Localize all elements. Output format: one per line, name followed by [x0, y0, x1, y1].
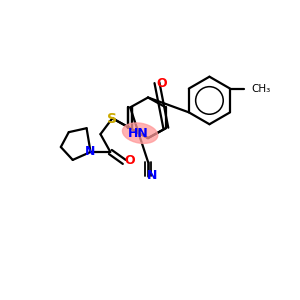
Ellipse shape	[122, 123, 158, 143]
Text: N: N	[147, 169, 157, 182]
Text: HN: HN	[128, 127, 148, 140]
Text: N: N	[85, 146, 96, 158]
Text: CH₃: CH₃	[252, 84, 271, 94]
Text: O: O	[124, 154, 134, 167]
Text: S: S	[107, 112, 117, 126]
Text: O: O	[157, 77, 167, 90]
